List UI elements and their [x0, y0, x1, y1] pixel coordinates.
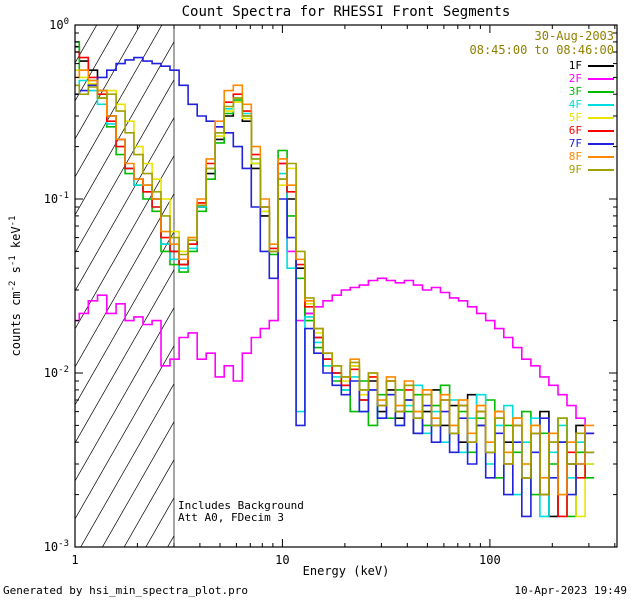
svg-text:10: 10 — [275, 553, 289, 567]
legend-item-2F: 2F — [569, 72, 614, 85]
legend-item-7F: 7F — [569, 137, 614, 150]
legend-label: 7F — [568, 137, 582, 150]
legend-line-swatch — [588, 64, 614, 67]
legend-item-6F: 6F — [569, 124, 614, 137]
legend-item-5F: 5F — [569, 111, 614, 124]
legend-line-swatch — [588, 116, 614, 119]
legend-line-swatch — [588, 142, 614, 145]
chart-title: Count Spectra for RHESSI Front Segments — [181, 4, 511, 20]
legend-item-3F: 3F — [569, 85, 614, 98]
legend-label: 4F — [568, 98, 582, 111]
legend-line-swatch — [588, 168, 614, 171]
x-axis-label: Energy (keV) — [302, 564, 390, 578]
legend-label: 9F — [568, 163, 582, 176]
legend-item-9F: 9F — [569, 163, 614, 176]
legend-line-swatch — [588, 129, 614, 132]
svg-text:10-1: 10-1 — [44, 191, 69, 206]
observation-time-range: 08:45:00 to 08:46:00 — [469, 43, 615, 57]
legend-label: 5F — [568, 111, 582, 124]
legend-item-1F: 1F — [569, 59, 614, 72]
legend-label: 6F — [568, 124, 582, 137]
svg-text:100: 100 — [479, 553, 501, 567]
observation-datetime: 30-Aug-2003 08:45:00 to 08:46:00 — [470, 29, 615, 57]
annotation-includes-background: Includes Background — [178, 499, 304, 512]
legend-line-swatch — [588, 103, 614, 106]
svg-text:10-3: 10-3 — [44, 539, 69, 554]
svg-text:1: 1 — [71, 553, 78, 567]
detector-legend: 1F 2F 3F 4F 5F 6F 7F 8F 9F — [569, 59, 614, 176]
legend-label: 1F — [568, 59, 582, 72]
svg-text:10-2: 10-2 — [44, 365, 69, 380]
legend-line-swatch — [588, 77, 614, 80]
legend-label: 8F — [568, 150, 582, 163]
observation-date: 30-Aug-2003 — [534, 29, 614, 43]
annotation-attenuator-state: Att A0, FDecim 3 — [178, 511, 284, 524]
svg-text:counts cm-2 s-1 keV-1: counts cm-2 s-1 keV-1 — [8, 216, 23, 357]
legend-label: 3F — [568, 85, 582, 98]
legend-item-4F: 4F — [569, 98, 614, 111]
legend-line-swatch — [588, 155, 614, 158]
svg-text:100: 100 — [49, 17, 69, 32]
legend-item-8F: 8F — [569, 150, 614, 163]
legend-label: 2F — [568, 72, 582, 85]
legend-line-swatch — [588, 90, 614, 93]
footer-timestamp: 10-Apr-2023 19:49 — [514, 584, 627, 597]
footer-generator-text: Generated by hsi_min_spectra_plot.pro — [3, 584, 249, 597]
